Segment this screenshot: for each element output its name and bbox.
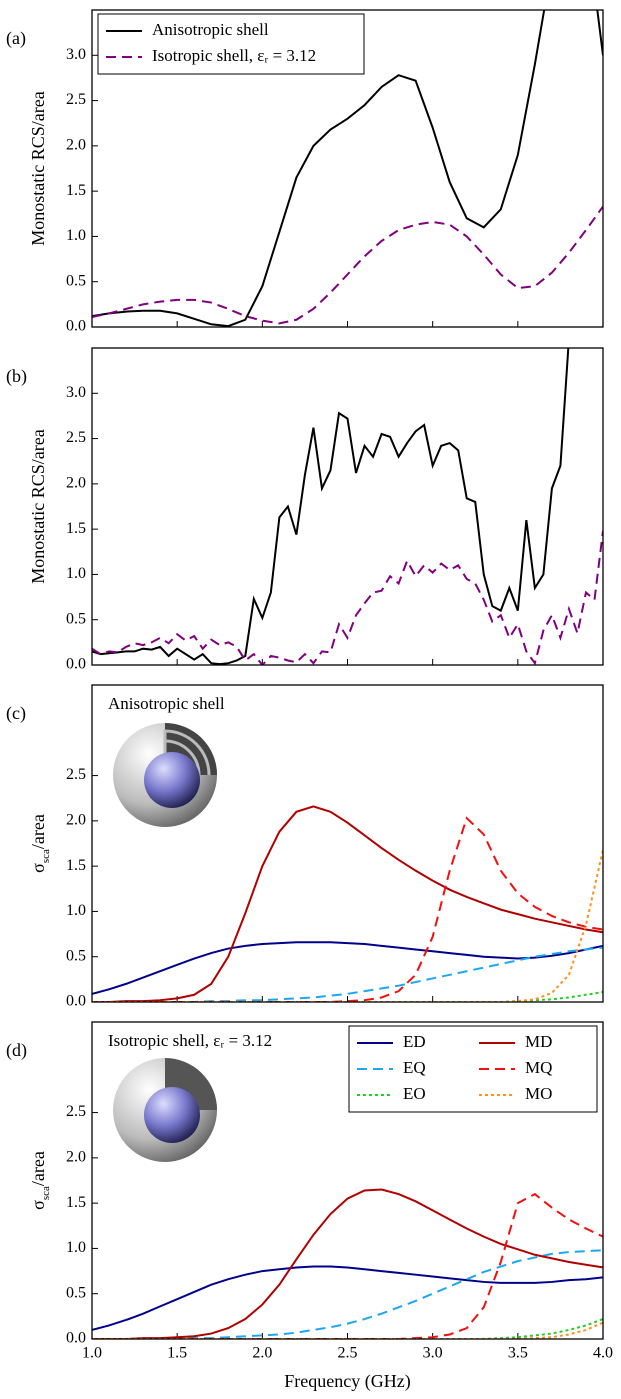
series-line <box>92 531 603 665</box>
series-line <box>92 850 603 1002</box>
y-tick-label: 0.5 <box>66 1284 86 1301</box>
series-line <box>92 1267 603 1330</box>
series-line <box>92 806 603 1002</box>
y-tick-label: 1.0 <box>66 902 86 919</box>
series-line <box>92 212 603 664</box>
y-tick-label: 2.0 <box>66 1149 86 1166</box>
x-tick-label: 3.0 <box>423 1345 443 1362</box>
y-tick-label: 2.0 <box>66 137 86 154</box>
legend-label: Anisotropic shell <box>152 20 269 39</box>
x-axis-label: Frequency (GHz) <box>284 1371 410 1392</box>
y-tick-label: 2.5 <box>66 1103 86 1120</box>
y-axis-label-part: σ <box>28 1200 48 1210</box>
y-tick-label: 0.5 <box>66 947 86 964</box>
y-tick-label: 0.5 <box>66 272 86 289</box>
legend-label: Isotropic shell, εᵣ = 3.12 <box>152 46 316 65</box>
y-tick-label: 1.0 <box>66 1239 86 1256</box>
y-axis-label: σsca/area <box>28 1151 51 1210</box>
y-axis-label-part: σ <box>28 863 48 873</box>
y-tick-label: 0.0 <box>66 656 86 673</box>
y-tick-label: 1.5 <box>66 857 86 874</box>
y-axis-label-part: /area <box>28 1151 48 1186</box>
y-tick-label: 1.0 <box>66 565 86 582</box>
panel-label: (d) <box>6 1040 27 1061</box>
figure: 0.0 0.5 1.0 1.5 2.0 2.5 3.0 (a) Monostatic RCS/a… <box>0 0 621 1399</box>
panel-label: (c) <box>6 703 26 724</box>
y-axis-label-part: sca <box>40 849 52 863</box>
x-tick-label: 2.5 <box>338 1345 358 1362</box>
x-tick-label: 3.5 <box>508 1345 528 1362</box>
y-tick-label: 1.5 <box>66 520 86 537</box>
legend-label: MD <box>525 1032 552 1051</box>
x-tick-label: 2.0 <box>252 1345 272 1362</box>
series-line <box>92 1190 603 1339</box>
y-tick-label: 2.5 <box>66 429 86 446</box>
legend-label: MQ <box>525 1058 552 1077</box>
series-line <box>92 818 603 1002</box>
y-axis-label: Monostatic RCS/area <box>28 429 48 583</box>
y-tick-label: 2.0 <box>66 475 86 492</box>
y-tick-label: 1.5 <box>66 182 86 199</box>
series-line <box>92 942 603 994</box>
legend-label: EQ <box>403 1058 426 1077</box>
y-axis-label: σsca/area <box>28 814 51 873</box>
y-tick-label: 3.0 <box>66 384 86 401</box>
y-axis-label-part: sca <box>40 1186 52 1200</box>
y-axis-label: Monostatic RCS/area <box>28 91 48 245</box>
legend-box <box>349 1026 597 1112</box>
y-tick-label: 0.0 <box>66 318 86 335</box>
legend-label: ED <box>403 1032 426 1051</box>
x-tick-label: 1.5 <box>167 1345 187 1362</box>
y-tick-label: 2.5 <box>66 91 86 108</box>
annotation: Anisotropic shell <box>108 694 225 713</box>
panel-label: (a) <box>6 28 26 49</box>
series-line <box>92 948 603 1002</box>
y-axis-label-part: /area <box>28 814 48 849</box>
annotation: Isotropic shell, εᵣ = 3.12 <box>108 1031 272 1050</box>
legend-label: EO <box>403 1084 426 1103</box>
y-tick-label: 0.0 <box>66 993 86 1010</box>
x-tick-label: 1.0 <box>82 1345 102 1362</box>
y-tick-label: 2.5 <box>66 766 86 783</box>
x-tick-label: 4.0 <box>593 1345 613 1362</box>
y-tick-label: 1.0 <box>66 227 86 244</box>
series-line <box>92 1250 603 1339</box>
series-line <box>92 207 603 324</box>
sphere-icon-isotropic <box>113 1058 217 1162</box>
y-tick-label: 3.0 <box>66 46 86 63</box>
y-tick-label: 2.0 <box>66 812 86 829</box>
plot-frame <box>92 348 603 665</box>
sphere-icon-anisotropic <box>113 723 217 827</box>
panel-label: (b) <box>6 366 27 387</box>
y-tick-label: 1.5 <box>66 1194 86 1211</box>
y-tick-label: 0.5 <box>66 610 86 627</box>
legend-label: MO <box>525 1084 552 1103</box>
